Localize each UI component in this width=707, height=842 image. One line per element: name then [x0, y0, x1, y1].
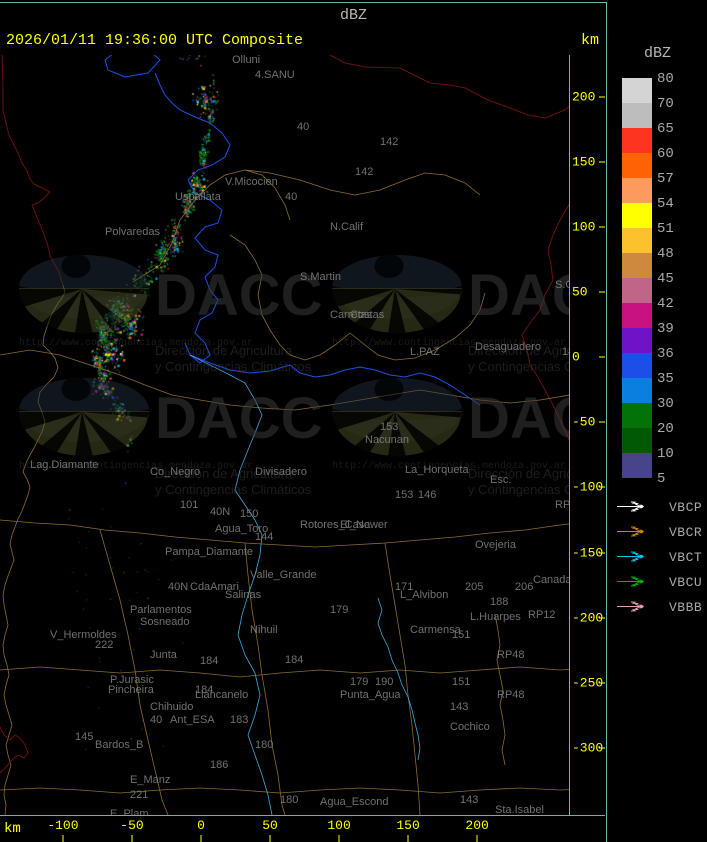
- svg-text:40: 40: [285, 191, 297, 203]
- svg-text:y Contingencias Climáticos: y Contingencias Climáticos: [468, 359, 569, 374]
- svg-text:4.SANU: 4.SANU: [255, 69, 295, 81]
- svg-text:RP48: RP48: [497, 649, 525, 661]
- svg-text:Cochico: Cochico: [450, 721, 490, 733]
- svg-text:Ovejeria: Ovejeria: [475, 539, 517, 551]
- svg-text:http://www.contingencias.mendo: http://www.contingencias.mendoza.gov.ar: [19, 337, 253, 349]
- svg-text:146: 146: [418, 489, 436, 501]
- svg-text:Pincheira: Pincheira: [108, 684, 155, 696]
- svg-text:221: 221: [130, 789, 148, 801]
- svg-text:Llancanelo: Llancanelo: [195, 689, 248, 701]
- svg-text:Salinas: Salinas: [225, 589, 262, 601]
- svg-text:S.Martin: S.Martin: [300, 271, 341, 283]
- svg-text:142: 142: [380, 136, 398, 148]
- svg-text:RP48: RP48: [497, 689, 525, 701]
- svg-text:S.Geronimo: S.Geronimo: [555, 279, 569, 291]
- svg-text:150: 150: [240, 508, 258, 520]
- svg-text:Chihuido: Chihuido: [150, 701, 193, 713]
- svg-text:y Contingencias Climáticos: y Contingencias Climáticos: [155, 482, 312, 497]
- svg-text:DACC: DACC: [155, 386, 323, 451]
- svg-text:Valle_Grande: Valle_Grande: [250, 569, 316, 581]
- svg-text:y Contingencias Climáticos: y Contingencias Climáticos: [468, 482, 569, 497]
- svg-text:40N: 40N: [210, 506, 230, 518]
- svg-text:Nihuil: Nihuil: [250, 624, 278, 636]
- svg-text:206: 206: [515, 581, 533, 593]
- svg-text:Ant_ESA: Ant_ESA: [170, 714, 215, 726]
- svg-text:179: 179: [330, 604, 348, 616]
- svg-text:Olluni: Olluni: [232, 55, 260, 66]
- svg-text:L.PAZ: L.PAZ: [410, 346, 440, 358]
- svg-text:Lag.Diamante: Lag.Diamante: [30, 459, 99, 471]
- svg-text:143: 143: [460, 794, 478, 806]
- svg-text:Desaguadero: Desaguadero: [475, 341, 541, 353]
- svg-text:Pampa_Diamante: Pampa_Diamante: [165, 546, 253, 558]
- svg-text:Agua_Escond: Agua_Escond: [320, 796, 389, 808]
- svg-text:E_Plam: E_Plam: [110, 808, 149, 815]
- svg-text:Canadas: Canadas: [533, 574, 569, 586]
- svg-text:186: 186: [210, 759, 228, 771]
- svg-text:145: 145: [75, 731, 93, 743]
- svg-text:146: 146: [562, 346, 569, 358]
- svg-text:DACC: DACC: [468, 263, 569, 328]
- svg-text:DACC: DACC: [155, 263, 323, 328]
- svg-text:N.Calif: N.Calif: [330, 221, 364, 233]
- svg-text:Uspallata: Uspallata: [175, 191, 222, 203]
- svg-text:Costas: Costas: [350, 309, 385, 321]
- svg-text:180: 180: [255, 739, 273, 751]
- svg-text:222: 222: [95, 639, 113, 651]
- svg-text:184: 184: [285, 654, 303, 666]
- svg-text:Divisadero: Divisadero: [255, 466, 307, 478]
- svg-text:y Contingencias Climáticos: y Contingencias Climáticos: [155, 359, 312, 374]
- svg-text:143: 143: [450, 701, 468, 713]
- svg-text:Sta.Isabel: Sta.Isabel: [495, 804, 544, 815]
- svg-text:Junta: Junta: [150, 649, 178, 661]
- svg-text:L.Huarpes: L.Huarpes: [470, 611, 521, 623]
- svg-text:40N: 40N: [168, 581, 188, 593]
- svg-text:Bardos_B: Bardos_B: [95, 739, 143, 751]
- svg-text:40: 40: [297, 121, 309, 133]
- svg-text:151: 151: [452, 676, 470, 688]
- svg-text:Sosneado: Sosneado: [140, 616, 190, 628]
- svg-text:144: 144: [255, 531, 273, 543]
- svg-text:V.Micocien: V.Micocien: [225, 176, 278, 188]
- svg-text:RP12: RP12: [528, 609, 556, 621]
- svg-text:151: 151: [452, 629, 470, 641]
- svg-text:153: 153: [395, 489, 413, 501]
- svg-text:205: 205: [465, 581, 483, 593]
- svg-text:Parlamentos: Parlamentos: [130, 604, 192, 616]
- svg-text:L_Alvibon: L_Alvibon: [400, 589, 448, 601]
- svg-text:El_Nower: El_Nower: [340, 519, 388, 531]
- svg-text:188: 188: [490, 596, 508, 608]
- svg-text:183: 183: [230, 714, 248, 726]
- svg-text:40: 40: [150, 714, 162, 726]
- svg-text:La_Horqueta: La_Horqueta: [405, 464, 469, 476]
- svg-text:Nacunan: Nacunan: [365, 434, 409, 446]
- svg-text:Co_Negro: Co_Negro: [150, 466, 200, 478]
- svg-text:Esc.: Esc.: [490, 474, 511, 486]
- svg-text:184: 184: [200, 655, 218, 667]
- svg-text:142: 142: [355, 166, 373, 178]
- svg-text:Punta_Agua: Punta_Agua: [340, 689, 401, 701]
- svg-text:RP3: RP3: [555, 499, 569, 511]
- svg-text:Polvaredas: Polvaredas: [105, 226, 161, 238]
- svg-text:DACC: DACC: [468, 386, 569, 451]
- svg-text:101: 101: [180, 499, 198, 511]
- svg-text:153: 153: [380, 421, 398, 433]
- svg-text:180: 180: [280, 794, 298, 806]
- svg-text:179: 179: [350, 676, 368, 688]
- svg-text:190: 190: [375, 676, 393, 688]
- svg-text:E_Manz: E_Manz: [130, 774, 170, 786]
